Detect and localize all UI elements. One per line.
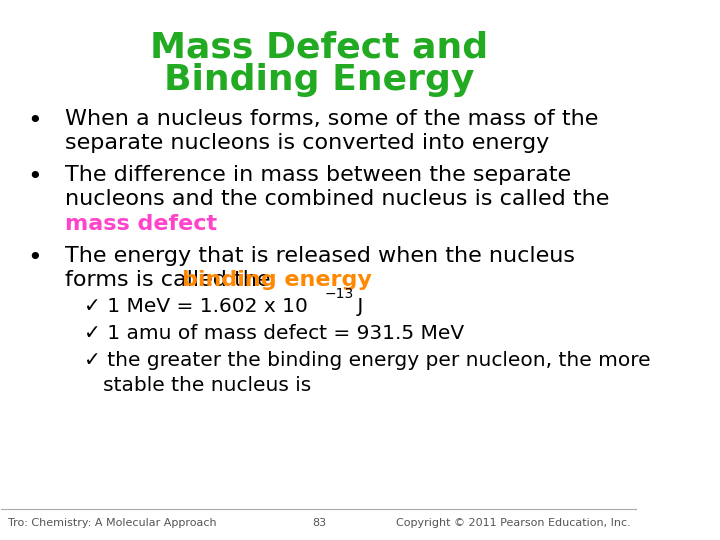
- Text: Mass Defect and: Mass Defect and: [150, 31, 488, 65]
- Text: forms is called the: forms is called the: [65, 270, 278, 290]
- Text: nucleons and the combined nucleus is called the: nucleons and the combined nucleus is cal…: [65, 190, 609, 210]
- Text: −13: −13: [325, 287, 354, 301]
- Text: stable the nucleus is: stable the nucleus is: [84, 376, 311, 395]
- Text: Copyright © 2011 Pearson Education, Inc.: Copyright © 2011 Pearson Education, Inc.: [396, 518, 631, 528]
- Text: Tro: Chemistry: A Molecular Approach: Tro: Chemistry: A Molecular Approach: [8, 518, 217, 528]
- Text: The energy that is released when the nucleus: The energy that is released when the nuc…: [65, 246, 575, 266]
- Text: The difference in mass between the separate: The difference in mass between the separ…: [65, 165, 571, 185]
- Text: When a nucleus forms, some of the mass of the: When a nucleus forms, some of the mass o…: [65, 109, 598, 129]
- Text: Binding Energy: Binding Energy: [164, 63, 474, 97]
- Text: •: •: [27, 109, 42, 133]
- Text: ✓ 1 MeV = 1.602 x 10: ✓ 1 MeV = 1.602 x 10: [84, 297, 308, 316]
- Text: •: •: [27, 246, 42, 270]
- Text: ✓ the greater the binding energy per nucleon, the more: ✓ the greater the binding energy per nuc…: [84, 350, 651, 369]
- Text: J: J: [351, 297, 364, 316]
- Text: ✓ 1 amu of mass defect = 931.5 MeV: ✓ 1 amu of mass defect = 931.5 MeV: [84, 323, 464, 343]
- Text: •: •: [27, 165, 42, 189]
- Text: binding energy: binding energy: [182, 270, 372, 290]
- Text: mass defect: mass defect: [65, 214, 217, 234]
- Text: separate nucleons is converted into energy: separate nucleons is converted into ener…: [65, 133, 549, 153]
- Text: 83: 83: [312, 518, 326, 528]
